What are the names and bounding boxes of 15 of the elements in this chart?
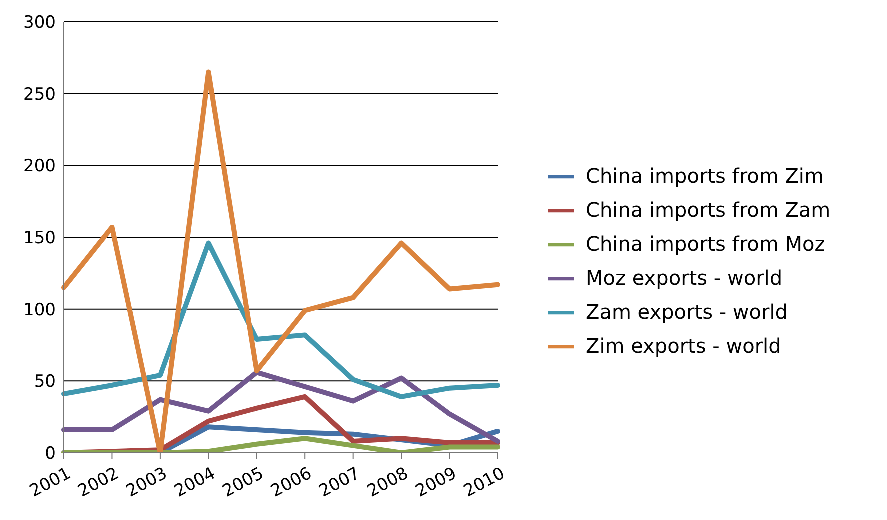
legend-label: China imports from Zam: [586, 198, 831, 222]
legend-label: Moz exports - world: [586, 266, 783, 290]
y-tick-label: 50: [34, 372, 56, 392]
legend-label: China imports from Moz: [586, 232, 826, 256]
y-tick-label: 0: [45, 444, 56, 464]
y-tick-label: 150: [24, 228, 56, 249]
y-tick-label: 200: [24, 156, 56, 177]
legend-label: Zim exports - world: [586, 334, 782, 358]
legend-label: Zam exports - world: [586, 300, 788, 324]
y-tick-label: 100: [24, 300, 56, 320]
x-tick-label: 2001: [26, 464, 74, 502]
y-tick-label: 250: [24, 84, 56, 105]
x-tick-label: 2010: [460, 464, 508, 502]
legend-label: China imports from Zim: [586, 164, 824, 188]
y-tick-label: 300: [24, 13, 56, 34]
